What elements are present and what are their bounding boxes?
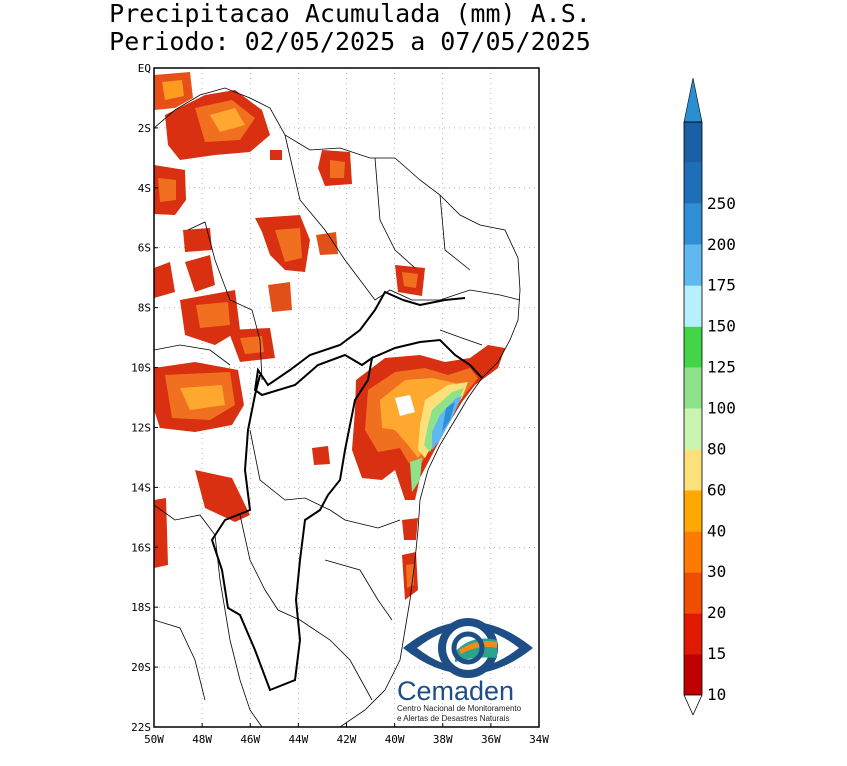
lat-label: 22S bbox=[131, 721, 151, 734]
latitude-labels: EQ 2S 4S 6S 8S 10S 12S 14S 16S 18S 20S 22S bbox=[131, 62, 158, 734]
colorbar-segment bbox=[684, 244, 702, 286]
lat-label: 10S bbox=[131, 362, 151, 375]
colorbar-segment bbox=[684, 449, 702, 491]
lon-label: 38W bbox=[433, 733, 453, 746]
logo-wordmark: Cemaden bbox=[397, 676, 514, 706]
colorbar-label: 15 bbox=[707, 644, 726, 663]
state-border bbox=[324, 559, 393, 621]
precip-patch bbox=[270, 150, 282, 160]
lon-label: 42W bbox=[337, 733, 357, 746]
precipitation-field bbox=[154, 72, 505, 600]
precip-patch bbox=[180, 385, 225, 410]
colorbar-label: 40 bbox=[707, 521, 726, 540]
colorbar-label: 175 bbox=[707, 276, 736, 295]
colorbar-segment bbox=[684, 122, 702, 163]
longitude-labels: 50W 48W 46W 44W 42W 40W 38W 36W 34W bbox=[144, 723, 549, 746]
precip-patch bbox=[268, 282, 292, 312]
colorbar-segment bbox=[684, 367, 702, 409]
state-border bbox=[239, 514, 373, 701]
colorbar-segment bbox=[684, 613, 702, 655]
colorbar-label: 10 bbox=[707, 685, 726, 704]
precip-patch bbox=[330, 160, 345, 178]
borders bbox=[154, 87, 521, 727]
colorbar-label: 200 bbox=[707, 235, 736, 254]
lon-label: 48W bbox=[192, 733, 212, 746]
precip-patch bbox=[162, 80, 184, 100]
cemaden-logo: Cemaden Centro Nacional de Monitoramento… bbox=[397, 618, 533, 723]
precip-patch bbox=[275, 228, 302, 262]
title-line-1: Precipitacao Acumulada (mm) A.S. bbox=[109, 0, 591, 28]
lat-label: 8S bbox=[138, 302, 151, 315]
precip-patch bbox=[316, 232, 338, 255]
colorbar: 10 15 20 30 40 60 80 100 125 150 175 200 250 bbox=[683, 77, 736, 716]
state-border bbox=[154, 504, 263, 727]
colorbar-label: 20 bbox=[707, 603, 726, 622]
lat-label: 14S bbox=[131, 481, 151, 494]
lat-label: 6S bbox=[138, 242, 151, 255]
dry-gap bbox=[395, 395, 415, 416]
lon-label: 44W bbox=[288, 733, 308, 746]
colorbar-bottom-arrow bbox=[683, 694, 703, 716]
colorbar-label: 30 bbox=[707, 562, 726, 581]
colorbar-segment bbox=[684, 654, 702, 695]
precip-patch bbox=[158, 178, 176, 202]
colorbar-segment bbox=[684, 203, 702, 245]
lat-label: 12S bbox=[131, 421, 151, 434]
colorbar-segment bbox=[684, 531, 702, 573]
lon-label: 46W bbox=[240, 733, 260, 746]
precip-patch bbox=[196, 302, 230, 328]
lat-label: EQ bbox=[138, 62, 151, 75]
basin-outline bbox=[210, 290, 483, 692]
lat-label: 2S bbox=[138, 122, 151, 135]
colorbar-label: 150 bbox=[707, 317, 736, 336]
colorbar-label: 80 bbox=[707, 439, 726, 458]
state-border bbox=[374, 157, 416, 269]
colorbar-label: 60 bbox=[707, 480, 726, 499]
logo-subtitle-2: e Alertas de Desastres Naturais bbox=[397, 714, 510, 723]
lon-label: 36W bbox=[481, 733, 501, 746]
state-border bbox=[439, 329, 483, 346]
logo-subtitle-1: Centro Nacional de Monitoramento bbox=[397, 704, 522, 713]
lon-label: 50W bbox=[144, 733, 164, 746]
precip-patch bbox=[210, 108, 245, 132]
state-border bbox=[187, 221, 263, 381]
state-border bbox=[154, 344, 231, 366]
precip-patch bbox=[240, 336, 264, 354]
precip-patch bbox=[185, 255, 215, 292]
colorbar-label: 125 bbox=[707, 358, 736, 377]
lat-label: 4S bbox=[138, 182, 151, 195]
state-border bbox=[154, 619, 206, 701]
colorbar-label: 100 bbox=[707, 399, 736, 418]
colorbar-top-arrow bbox=[683, 77, 703, 123]
precip-patch bbox=[183, 228, 212, 252]
state-border bbox=[249, 429, 401, 529]
colorbar-segment bbox=[684, 408, 702, 450]
title-line-2: Periodo: 02/05/2025 a 07/05/2025 bbox=[109, 27, 591, 56]
lat-label: 20S bbox=[131, 661, 151, 674]
precip-patch bbox=[154, 262, 175, 298]
precip-patch bbox=[312, 446, 330, 465]
map-title: Precipitacao Acumulada (mm) A.S. Periodo… bbox=[0, 0, 700, 56]
lon-label: 40W bbox=[385, 733, 405, 746]
colorbar-segment bbox=[684, 490, 702, 532]
precip-patch bbox=[410, 458, 422, 492]
state-border bbox=[439, 194, 471, 271]
colorbar-segment bbox=[684, 572, 702, 614]
precip-patch bbox=[402, 518, 418, 540]
colorbar-label: 250 bbox=[707, 194, 736, 213]
lat-label: 18S bbox=[131, 601, 151, 614]
precip-patch bbox=[442, 402, 455, 432]
lat-label: 16S bbox=[131, 541, 151, 554]
state-border bbox=[284, 134, 521, 301]
colorbar-segment bbox=[684, 326, 702, 368]
precip-patch bbox=[402, 272, 418, 288]
colorbar-outline bbox=[683, 121, 703, 696]
colorbar-segment bbox=[684, 162, 702, 204]
lon-label: 34W bbox=[529, 733, 549, 746]
precip-patch bbox=[195, 470, 250, 522]
coastline bbox=[154, 87, 521, 727]
precip-patch bbox=[154, 498, 168, 568]
colorbar-segment bbox=[684, 285, 702, 327]
